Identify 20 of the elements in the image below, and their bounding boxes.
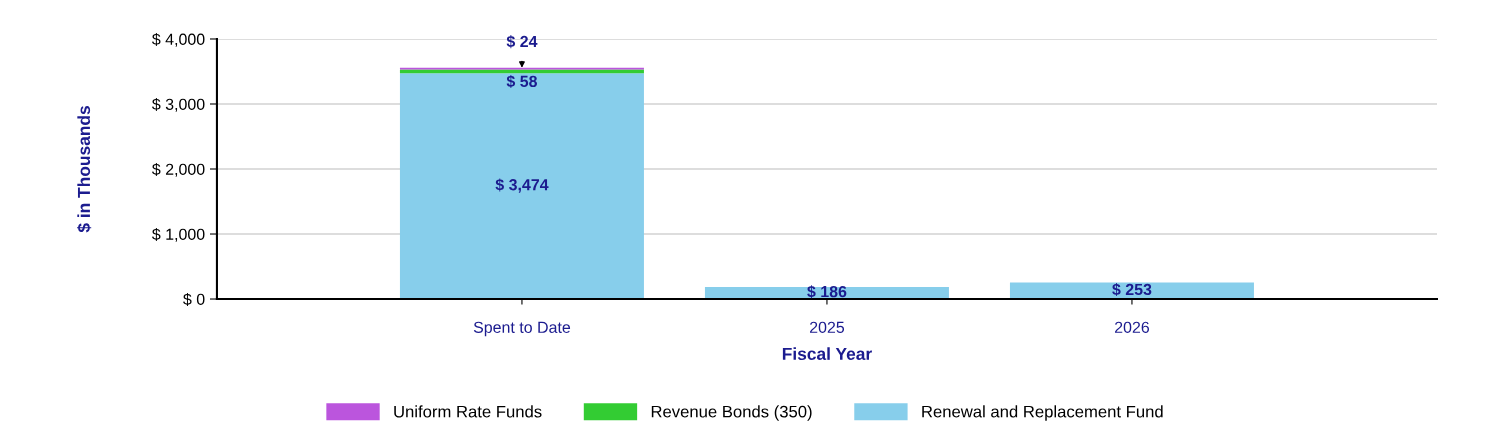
y-tick-label: $ 0 — [183, 292, 205, 306]
y-tick-label: $ 3,000 — [152, 97, 205, 112]
x-tick-label: Spent to Date — [473, 321, 571, 337]
legend-label: Revenue Bonds (350) — [651, 405, 812, 421]
data-label: $ 3,474 — [495, 178, 549, 193]
bar — [399, 73, 644, 300]
x-axis-title: Fiscal Year — [782, 347, 872, 360]
data-label: $ 253 — [1112, 283, 1152, 297]
y-axis-title: $ in Thousands — [77, 106, 92, 233]
data-label: $ 24 — [506, 35, 538, 49]
data-label: $ 186 — [807, 285, 847, 299]
legend-label: Renewal and Replacement Fund — [922, 405, 1163, 421]
bar — [399, 69, 644, 74]
y-tick-label: $ 2,000 — [152, 162, 205, 177]
x-tick-label: 2026 — [1114, 321, 1150, 333]
x-tick-label: 2025 — [809, 321, 845, 333]
y-tick-label: $ 4,000 — [152, 32, 205, 47]
y-tick-label: $ 1,000 — [152, 227, 205, 242]
data-label: $ 58 — [506, 74, 537, 89]
legend-label: Uniform Rate Funds — [394, 405, 542, 418]
